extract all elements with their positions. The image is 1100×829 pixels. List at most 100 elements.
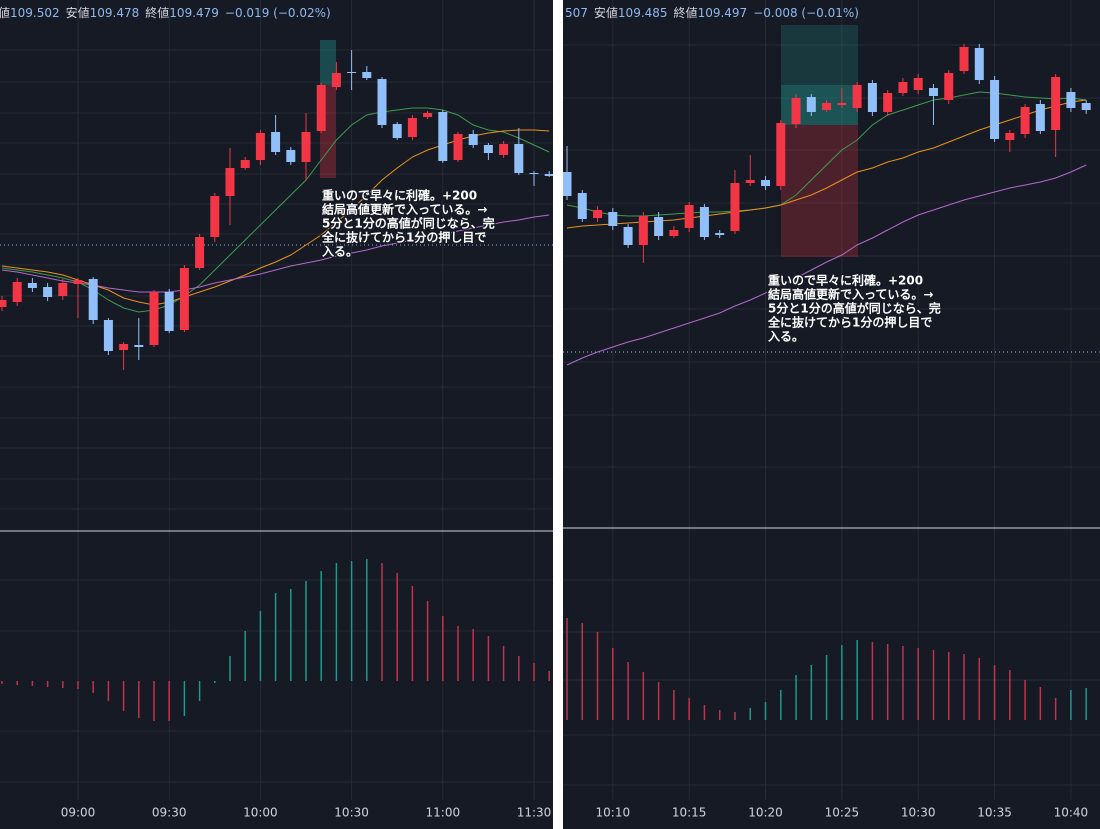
candle-body [1035,104,1045,131]
candle-body [544,174,553,176]
candle-body [699,207,709,237]
time-label: 10:30 [901,806,936,820]
candle-body [468,134,478,145]
candle-body [867,83,877,112]
header-value: 109.485 [618,6,668,20]
header-label: 値 [0,5,10,20]
candle-body [134,345,144,347]
candle-body [745,180,755,183]
header-change: −0.008 (−0.01%) [753,6,859,20]
candle-body [362,72,372,78]
candle-body [164,292,174,331]
candle-body [255,133,265,160]
candle-body [883,93,893,112]
panel-bg [0,0,553,829]
candle-body [1051,77,1061,130]
candle-body [483,145,493,153]
candle-body [776,123,786,186]
time-label: 11:30 [517,806,552,820]
candle-body [974,48,984,80]
candle-body [730,183,740,231]
ohlc-header: 507 安値109.485 終値109.497 −0.008 (−0.01%) [565,5,859,20]
candle-body [806,97,816,112]
annotation-text: 結局高値更新で入っている。→ [768,287,933,302]
candle-body [210,196,220,237]
header-value: 109.502 [10,6,60,20]
candle-body [514,144,524,173]
time-label: 09:30 [152,806,187,820]
annotation-text: 結局高値更新で入っている。→ [322,202,487,217]
candle-body [1020,107,1030,134]
candle-body [316,85,326,131]
candle-body [119,344,129,350]
candle-body [240,160,250,168]
time-label: 09:00 [61,806,96,820]
candle-body [0,300,7,307]
candle-body [944,73,954,100]
time-label: 10:30 [334,806,369,820]
candle-body [959,47,969,71]
left-panel: 09:00 09:30 10:00 10:30 11:00 11:30 値109.502 安値… [0,0,553,829]
header-value: 507 [565,6,588,20]
candle-body [43,287,53,297]
candle-body [149,292,159,345]
candle-body [271,132,281,152]
candle-body [301,132,311,162]
candle-body [499,144,509,155]
candle-body [423,113,433,117]
candle-body [913,78,923,90]
header-label: 安値 [66,5,90,20]
candle-body [331,73,341,87]
candle-body [715,233,725,235]
candle-body [898,82,908,93]
candle-body [73,280,83,284]
candle-body [1005,133,1015,140]
candle-body [407,118,417,137]
header-value: 109.497 [698,6,748,20]
time-label: 10:35 [977,806,1012,820]
right-panel: 10:10 10:15 10:20 10:25 10:30 10:35 10:40 507 安値… [563,0,1100,829]
annotation-text: 全に抜けてから1分の押し目で [767,315,932,330]
annotation-text: 入る。 [768,330,804,344]
annotation-text: 入る。 [322,245,358,259]
time-label: 10:40 [1054,806,1089,820]
time-label: 11:00 [426,806,461,820]
header-label: 終値 [674,5,698,20]
candle-body [593,210,603,218]
candle-body [58,283,68,296]
candle-body [928,88,938,96]
annotation-text: 5分と1分の高値が同じなら、完 [768,301,941,316]
candle-body [1081,103,1091,110]
candle-body [225,168,235,196]
candle-body [608,212,618,226]
candle-body [852,85,862,108]
annotation-text: 重いので早々に利確。+200 [322,188,477,203]
candle-body [195,237,205,268]
candle-body [1066,92,1076,108]
time-label: 10:25 [825,806,860,820]
annotation-text: 全に抜けてから1分の押し目で [321,230,486,245]
header-value: 109.479 [169,6,219,20]
candle-body [684,205,694,228]
header-label: 終値 [145,5,169,20]
ma-line [566,99,1087,229]
candle-body [791,98,801,124]
candle-body [577,193,587,219]
candle-body [438,112,448,161]
candle-body [347,72,357,73]
candle-body [638,216,648,245]
candle-body [12,282,22,302]
candle-body [179,268,189,330]
candle-body [377,79,387,125]
time-label: 10:20 [748,806,783,820]
annotation-text: 重いので早々に利確。+200 [768,273,923,288]
candle-body [822,103,832,110]
annotation-text: 5分と1分の高値が同じなら、完 [322,216,495,231]
ohlc-header: 値109.502 安値109.478 終値109.479 −0.019 (−0.02%… [0,5,331,20]
candle-body [103,320,113,351]
candle-body [392,124,402,138]
ma-line [566,91,1087,217]
ma-line [566,164,1087,366]
candle-body [654,217,664,236]
